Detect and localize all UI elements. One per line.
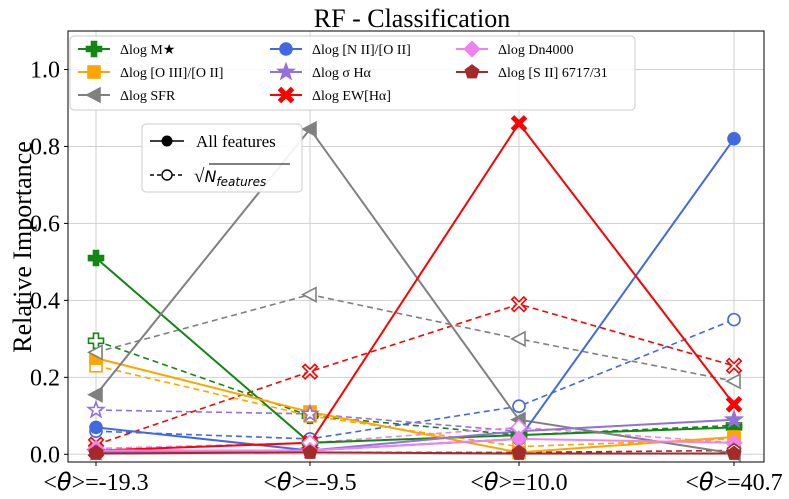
legend-label: Δlog M★ — [120, 43, 175, 58]
series-legend: Δlog M★ Δlog [O III]/[O II] Δlog SFR Δlog [… — [69, 35, 636, 111]
data-point-sqrt-features — [727, 312, 741, 327]
x-tick-label-theta: θ — [699, 468, 714, 496]
series-line-sqrt-features — [95, 426, 735, 450]
legend-label: Δlog [S II] 6717/31 — [498, 66, 608, 81]
chart-title: RF - Classification — [314, 4, 510, 33]
x-tick-label-theta: θ — [277, 468, 292, 496]
data-point-all-features — [724, 409, 744, 429]
data-point-sqrt-features — [87, 344, 103, 361]
legend-marker — [463, 40, 481, 58]
data-point-all-features — [89, 420, 103, 435]
data-point-sqrt-features — [300, 403, 320, 423]
legend-marker — [464, 64, 480, 79]
data-point-all-features — [726, 445, 742, 460]
inset-n-symbol: N — [204, 167, 216, 186]
data-point-all-features — [725, 395, 743, 413]
x-tick-label: <θ>=40.7 — [685, 468, 782, 496]
y-tick-label: 0.2 — [30, 365, 60, 391]
legend-label: Δlog σ Hα — [312, 66, 372, 81]
y-tick-label: 0.6 — [30, 211, 60, 237]
legend-label: Δlog SFR — [120, 89, 176, 104]
series-line-sqrt-features — [96, 449, 735, 454]
data-point-all-features — [727, 131, 741, 146]
x-tick-label: <θ>=10.0 — [470, 468, 567, 496]
legend-marker — [85, 86, 101, 104]
x-tick-label: <θ>=-19.3 — [43, 468, 148, 496]
inset-dashed-marker — [161, 169, 173, 181]
series-line-all-features — [95, 121, 735, 452]
y-tick-label: 0.8 — [30, 134, 60, 160]
legend-label: Δlog [N II]/[O II] — [312, 43, 411, 58]
legend-marker — [87, 65, 101, 79]
series-line-all-features — [96, 437, 735, 452]
inset-sqrt-symbol: √ — [194, 166, 205, 187]
legend-marker — [279, 42, 293, 56]
inset-dashed-label: √Nfeatures — [194, 166, 266, 189]
data-point-all-features — [301, 120, 317, 138]
tick-layer: 0.00.20.40.60.81.0<θ>=-19.3 <θ>=-9.5 <θ>=1… — [30, 57, 783, 496]
x-tick-label-theta: θ — [484, 468, 499, 496]
data-point-sqrt-features — [512, 399, 526, 414]
x-tick-label-open: < — [263, 470, 277, 496]
line-style-legend: All features √Nfeatures — [141, 123, 303, 193]
series-line-all-features — [95, 357, 735, 454]
legend-label: Δlog EW[Hα] — [312, 89, 391, 104]
y-tick-label: 0.0 — [30, 442, 60, 468]
series-line-sqrt-features — [95, 303, 735, 446]
series-line-sqrt-features — [95, 293, 735, 382]
x-tick-label: <θ>=-9.5 — [263, 468, 356, 496]
x-tick-label-value: >=10.0 — [499, 470, 568, 496]
x-tick-label-open: < — [43, 470, 57, 496]
series-line-all-features — [95, 257, 735, 444]
legend-marker — [277, 86, 295, 104]
inset-solid-marker — [161, 135, 173, 147]
data-point-sqrt-features — [301, 286, 317, 303]
data-point-all-features — [88, 445, 104, 460]
legend-label: Δlog [O III]/[O II] — [120, 66, 223, 81]
legend-label: Δlog Dn4000 — [498, 43, 574, 58]
data-point-all-features — [511, 445, 527, 460]
y-axis-label: Relative Importance — [8, 141, 37, 353]
inset-n-subscript: features — [216, 175, 266, 189]
data-point-all-features — [302, 444, 318, 459]
data-point-sqrt-features — [86, 399, 106, 419]
x-tick-label-value: >=40.7 — [714, 470, 783, 496]
data-point-sqrt-features — [301, 363, 319, 380]
data-point-sqrt-features — [510, 295, 528, 313]
data-point-all-features — [87, 249, 105, 267]
legend-box — [69, 35, 636, 111]
series-line-sqrt-features — [95, 318, 735, 440]
x-tick-label-open: < — [470, 470, 484, 496]
inset-solid-label: All features — [196, 132, 276, 151]
data-point-all-features — [510, 115, 528, 132]
legend-marker — [276, 61, 296, 81]
data-point-sqrt-features — [725, 357, 743, 375]
x-tick-label-theta: θ — [57, 468, 72, 496]
data-point-sqrt-features — [725, 372, 741, 390]
data-point-all-features — [87, 386, 103, 403]
x-tick-label-value: >=-9.5 — [292, 470, 357, 496]
x-tick-label-open: < — [685, 470, 699, 496]
y-tick-label: 1.0 — [30, 57, 60, 83]
series-line-all-features — [95, 127, 735, 455]
data-point-sqrt-features — [510, 330, 526, 348]
y-tick-label: 0.4 — [30, 288, 60, 314]
x-tick-label-value: >=-19.3 — [72, 470, 149, 496]
legend-marker — [85, 40, 103, 58]
series-line-all-features — [95, 451, 734, 455]
series-layer — [86, 115, 744, 462]
plot-frame — [67, 30, 765, 463]
